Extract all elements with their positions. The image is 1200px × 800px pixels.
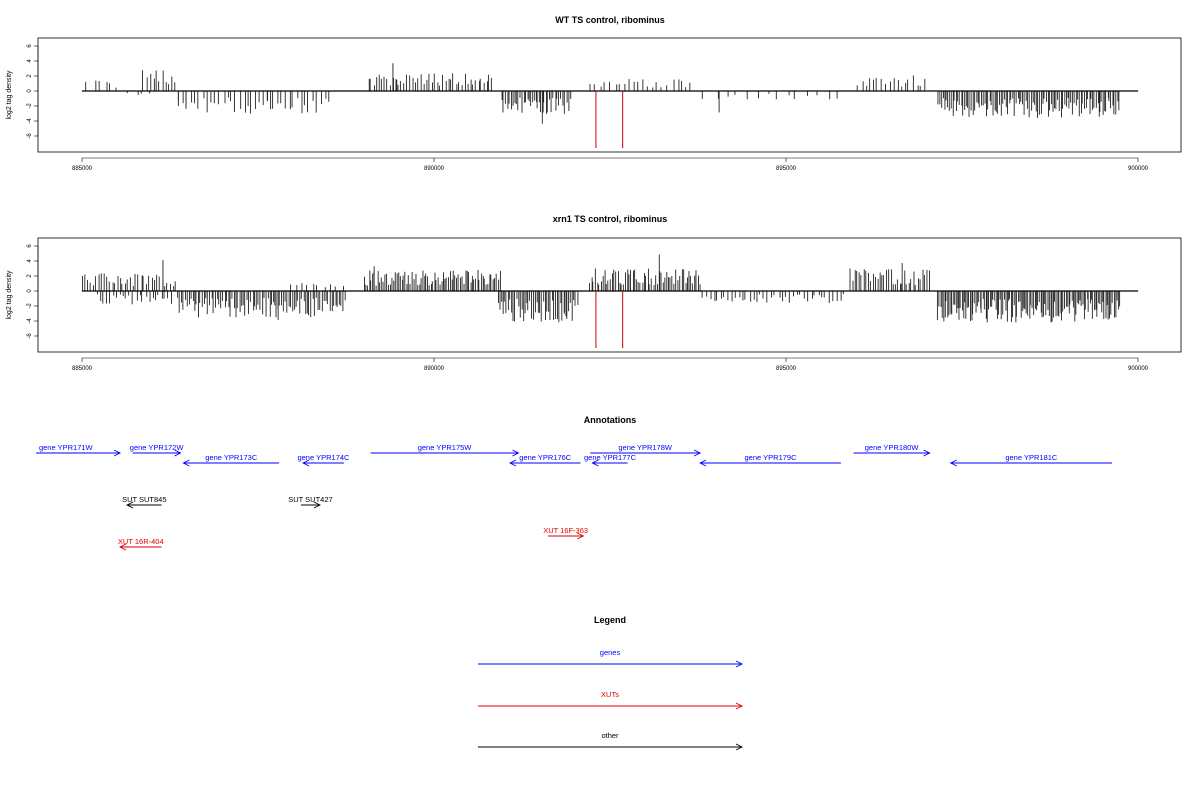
annotation-arrowhead: [699, 459, 707, 467]
xrn1-axes: -6 -4 -2 0 2 4 6 885000 890000 895000 900000: [27, 244, 1149, 372]
wt-y-axis-label: log2 tag density: [6, 70, 13, 120]
annotations-panel: Annotations gene YPR171W gene YPR172Wgene…: [36, 415, 1112, 551]
annotation-arrowhead: [923, 449, 931, 457]
wt-bars: [82, 63, 1138, 148]
wt-y-tick-label: 6: [27, 44, 33, 48]
wt-x-tick-label: 890000: [424, 166, 445, 172]
annotation-label: gene YPR173C: [205, 453, 258, 462]
xrn1-x-tick-label: 900000: [1128, 366, 1149, 372]
xrn1-y-tick-label: 0: [27, 289, 33, 293]
xrn1-y-tick-label: -6: [27, 333, 33, 339]
legend-items: genes XUTs other: [478, 648, 744, 751]
annotation-feature: gene YPR175W: [370, 443, 520, 457]
annotation-feature: gene YPR174C: [297, 453, 350, 467]
annotation-label: XUT 16R-404: [118, 537, 164, 546]
legend-label: XUTs: [601, 690, 619, 699]
xrn1-y-tick-label: 4: [27, 259, 33, 263]
annotation-arrowhead: [512, 449, 520, 457]
annotation-label: gene YPR179C: [745, 453, 798, 462]
annotations-title: Annotations: [584, 415, 637, 425]
xrn1-y-tick-label: -2: [27, 303, 33, 309]
wt-x-tick-label: 885000: [72, 166, 93, 172]
annotation-feature: gene YPR181C: [949, 453, 1112, 467]
xrn1-y-axis-label: log2 tag density: [6, 270, 13, 320]
annotation-label: gene YPR181C: [1005, 453, 1058, 462]
annotation-items: gene YPR171W gene YPR172W gene YPR173C gene…: [36, 443, 1112, 551]
wt-y-tick-label: -4: [27, 118, 33, 124]
wt-panel-title: WT TS control, ribominus: [555, 15, 665, 25]
annotation-arrowhead: [182, 459, 190, 467]
annotation-feature: gene YPR177C: [584, 453, 637, 467]
legend-arrowhead: [735, 660, 744, 668]
annotation-label: gene YPR175W: [418, 443, 473, 452]
wt-x-tick-label: 895000: [776, 166, 797, 172]
annotation-arrowhead: [693, 449, 702, 457]
legend-label: other: [601, 731, 619, 740]
annotation-arrowhead: [302, 459, 310, 467]
legend-item-xut: XUTs: [478, 690, 744, 710]
annotation-arrowhead: [577, 532, 585, 540]
wt-y-tick-label: -6: [27, 133, 33, 139]
wt-axes: -6 -4 -2 0 2 4 6 885000 890000 895000 900000: [27, 44, 1149, 172]
annotation-arrowhead: [313, 501, 321, 509]
annotation-feature: gene YPR178W: [590, 443, 702, 457]
xrn1-panel-title: xrn1 TS control, ribominus: [553, 214, 668, 224]
annotation-arrowhead: [509, 459, 517, 467]
wt-y-tick-label: 4: [27, 59, 33, 63]
annotation-arrowhead: [591, 459, 599, 467]
annotation-feature: gene YPR171W: [36, 443, 122, 457]
legend-arrowhead: [735, 743, 744, 751]
legend-panel: Legend genes XUTs other: [478, 615, 744, 751]
annotation-label: gene YPR180W: [865, 443, 920, 452]
wt-x-tick-label: 900000: [1128, 166, 1149, 172]
wt-y-tick-label: 2: [27, 74, 33, 78]
legend-label: genes: [600, 648, 621, 657]
annotation-arrowhead: [113, 449, 122, 457]
legend-arrowhead: [735, 702, 744, 710]
legend-title: Legend: [594, 615, 626, 625]
legend-item-other: other: [478, 731, 744, 751]
annotation-label: gene YPR171W: [39, 443, 94, 452]
wt-y-tick-label: 0: [27, 89, 33, 93]
xrn1-x-tick-label: 885000: [72, 366, 93, 372]
annotation-feature: gene YPR172W: [130, 443, 185, 457]
xrn1-x-tick-label: 890000: [424, 366, 445, 372]
annotation-label: gene YPR174C: [297, 453, 350, 462]
annotation-feature: XUT 16F-363: [543, 526, 588, 540]
annotation-feature: gene YPR179C: [699, 453, 841, 467]
xrn1-x-tick-label: 895000: [776, 366, 797, 372]
annotation-label: gene YPR172W: [130, 443, 185, 452]
xrn1-y-tick-label: 6: [27, 244, 33, 248]
xrn1-y-tick-label: -4: [27, 318, 33, 324]
xrn1-bars: [82, 254, 1138, 348]
xrn1-panel: xrn1 TS control, ribominus log2 tag dens…: [6, 214, 1182, 372]
annotation-feature: gene YPR173C: [182, 453, 280, 467]
annotation-feature: gene YPR176C: [509, 453, 581, 467]
annotation-feature: gene YPR180W: [853, 443, 931, 457]
xrn1-y-tick-label: 2: [27, 274, 33, 278]
annotation-label: gene YPR176C: [519, 453, 572, 462]
annotation-arrowhead: [174, 449, 182, 457]
annotation-feature: XUT 16R-404: [118, 537, 164, 551]
annotation-feature: SUT SUT427: [288, 495, 333, 509]
legend-item-gene: genes: [478, 648, 744, 668]
annotation-label: gene YPR177C: [584, 453, 637, 462]
annotation-label: SUT SUT427: [288, 495, 332, 504]
annotation-label: gene YPR178W: [618, 443, 673, 452]
annotation-arrowhead: [119, 543, 127, 551]
annotation-label: SUT SUT845: [122, 495, 166, 504]
annotation-feature: SUT SUT845: [122, 495, 167, 509]
wt-panel: WT TS control, ribominus log2 tag densit…: [6, 15, 1182, 172]
annotation-arrowhead: [949, 459, 957, 467]
annotation-label: XUT 16F-363: [543, 526, 588, 535]
annotation-arrowhead: [126, 501, 134, 509]
annotation-features: gene YPR171W gene YPR172W gene YPR173C gene…: [36, 443, 1112, 551]
wt-y-tick-label: -2: [27, 103, 33, 109]
